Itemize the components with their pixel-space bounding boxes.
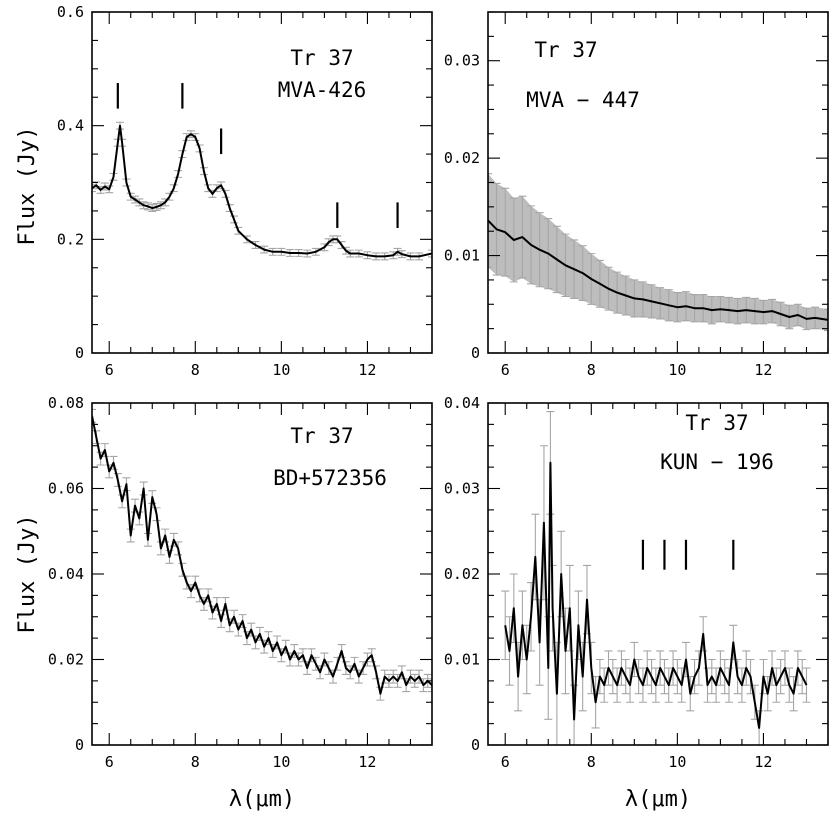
- panel-kun-196: 6 8 10 12 0 0.01 0.02 0.03 0.04 Tr 37 KUN − 196 λ(μ…: [444, 394, 829, 812]
- y-tick-label: 0: [75, 344, 84, 362]
- error-band: [488, 173, 828, 331]
- plot-area: [488, 173, 828, 332]
- x-tick-label: 6: [105, 753, 114, 771]
- spectrum-line: [92, 124, 432, 258]
- x-axis-label: λ(μm): [229, 787, 295, 812]
- error-bar: [428, 678, 432, 693]
- error-bar: [92, 184, 96, 193]
- plot-area: [92, 408, 432, 701]
- panel-annotation: MVA − 447: [526, 88, 640, 112]
- x-tick-label: 12: [754, 753, 772, 771]
- error-bar: [802, 667, 811, 703]
- x-tick-label: 10: [272, 753, 290, 771]
- spectrum-line: [488, 219, 828, 321]
- x-tick-label: 6: [501, 753, 510, 771]
- error-bar: [92, 408, 96, 423]
- x-tick-label: 12: [358, 361, 376, 379]
- plot-area: [92, 121, 432, 261]
- y-tick-label: 0.02: [444, 565, 480, 583]
- x-tick-label: 10: [668, 753, 686, 771]
- y-tick-label: 0.04: [48, 565, 84, 583]
- panel-annotation: Tr 37: [290, 424, 353, 448]
- plot-frame: [91, 11, 433, 354]
- x-tick-label: 10: [668, 361, 686, 379]
- panel-mva-426: 6 8 10 12 0 0.2 0.4 0.6 Tr 37 MVA-426 Flux (Jy): [15, 3, 433, 379]
- y-tick-label: 0.01: [444, 247, 480, 265]
- panel-mva-447: 6 8 10 12 0 0.01 0.02 0.03 Tr 37 MVA − 447: [444, 11, 829, 379]
- error-bar: [824, 308, 828, 332]
- y-tick-label: 0.03: [444, 52, 480, 70]
- x-tick-label: 12: [754, 361, 772, 379]
- error-bar: [428, 249, 432, 258]
- plot-area: [501, 411, 811, 745]
- panel-annotation: Tr 37: [290, 46, 353, 70]
- panel-annotation: BD+572356: [273, 466, 387, 490]
- y-axis-label: Flux (Jy): [15, 126, 40, 245]
- panel-annotation: Tr 37: [534, 38, 597, 62]
- spectrum-line: [92, 415, 432, 695]
- panel-annotation: MVA-426: [278, 78, 367, 102]
- spectrum-line: [504, 461, 808, 729]
- y-tick-label: 0.04: [444, 394, 480, 412]
- x-tick-label: 8: [587, 361, 596, 379]
- x-axis-label: λ(μm): [625, 787, 691, 812]
- y-tick-label: 0.01: [444, 651, 480, 669]
- panel-bd-572356: 6 8 10 12 0 0.02 0.04 0.06 0.08 Tr 37 BD+572356 Flu…: [15, 394, 433, 812]
- y-tick-label: 0.06: [48, 480, 84, 498]
- y-tick-label: 0.08: [48, 394, 84, 412]
- error-bar: [488, 173, 492, 268]
- panel-annotation: KUN − 196: [660, 450, 774, 474]
- y-tick-label: 0: [471, 344, 480, 362]
- y-tick-label: 0.2: [57, 230, 84, 248]
- y-tick-label: 0.03: [444, 480, 480, 498]
- x-tick-label: 8: [587, 753, 596, 771]
- panel-annotation: Tr 37: [685, 411, 748, 435]
- y-axis-label: Flux (Jy): [15, 514, 40, 633]
- x-tick-label: 8: [191, 361, 200, 379]
- y-tick-label: 0.02: [48, 651, 84, 669]
- x-tick-label: 10: [272, 361, 290, 379]
- y-tick-label: 0.6: [57, 3, 84, 21]
- x-tick-label: 8: [191, 753, 200, 771]
- y-tick-label: 0: [471, 736, 480, 754]
- x-tick-label: 6: [501, 361, 510, 379]
- x-tick-label: 12: [358, 753, 376, 771]
- y-tick-label: 0.02: [444, 149, 480, 167]
- x-tick-label: 6: [105, 361, 114, 379]
- y-tick-label: 0: [75, 736, 84, 754]
- y-tick-label: 0.4: [57, 117, 84, 135]
